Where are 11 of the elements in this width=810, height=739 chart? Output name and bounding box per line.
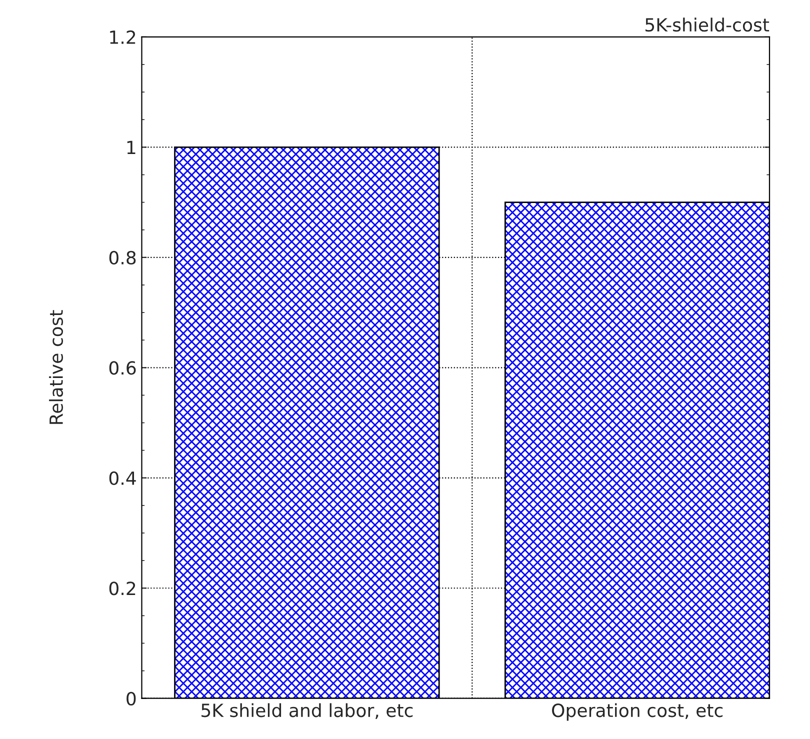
y-tick-label: 0 [126,692,136,706]
x-tick-label: Operation cost, etc [552,703,723,721]
chart-title: 5K-shield-cost [646,18,770,32]
y-tick-label: 0.2 [109,582,136,596]
y-axis-title: Relative cost [49,310,64,424]
y-tick-label: 1 [127,140,136,154]
y-tick-label: 0.4 [109,471,136,486]
y-tick-label: 1.2 [110,30,136,44]
y-tick-label: 0.8 [109,250,136,265]
y-tick-label: 0.6 [109,361,136,375]
x-tick-label: 5K shield and labor, etc [202,703,413,720]
